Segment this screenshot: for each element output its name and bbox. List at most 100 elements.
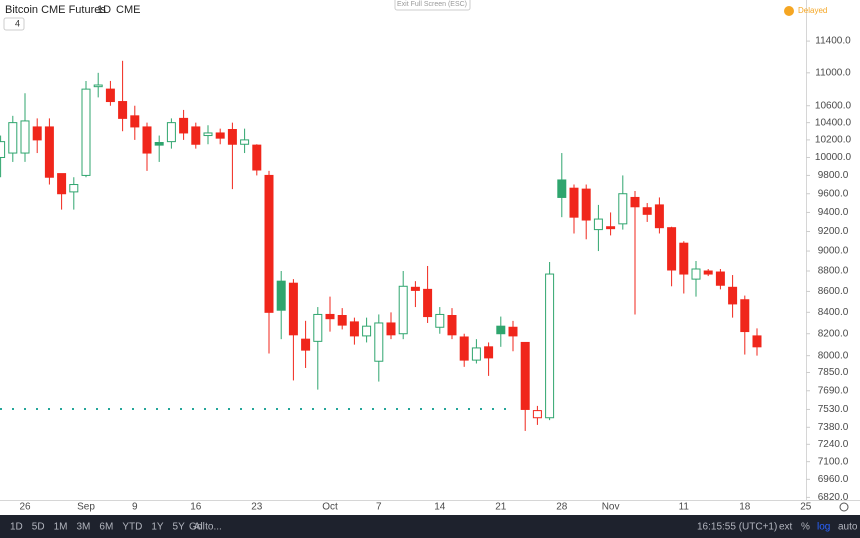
y-tick-label: 8400.0: [818, 307, 849, 318]
candle-body: [654, 204, 664, 229]
candle-body: [435, 313, 445, 328]
candle-body: [545, 273, 555, 419]
candle-body: [0, 141, 6, 158]
x-tick-label: 25: [800, 502, 812, 513]
exit-fullscreen-button[interactable]: [394, 0, 471, 11]
candle-body: [715, 271, 725, 286]
candle-body: [44, 126, 54, 178]
range-button[interactable]: 5Y: [173, 522, 186, 533]
candle-body: [740, 299, 750, 333]
candle-body: [142, 126, 152, 154]
candle-body: [240, 139, 250, 145]
symbol: Bitcoin CME Futures: [5, 4, 106, 16]
x-tick-label: 18: [739, 502, 751, 513]
y-tick-label: 8800.0: [818, 266, 849, 277]
candle-body: [703, 270, 713, 275]
scale-option[interactable]: %: [801, 522, 810, 533]
scale-option[interactable]: log: [817, 522, 830, 533]
range-button[interactable]: 6M: [99, 522, 113, 533]
candle-body: [618, 193, 628, 225]
candle-body: [752, 335, 762, 348]
y-tick-label: 9200.0: [818, 226, 849, 237]
candle-body: [691, 268, 701, 280]
candle-body: [301, 338, 311, 351]
y-tick-label: 11000.0: [815, 67, 851, 78]
settings-icon[interactable]: [839, 502, 849, 512]
range-button[interactable]: 1D: [10, 522, 23, 533]
y-tick-label: 6820.0: [818, 492, 849, 503]
y-tick-label: 9600.0: [818, 188, 849, 199]
candle-body: [593, 218, 603, 231]
x-tick-label: 16: [190, 502, 202, 513]
goto[interactable]: Go to...: [189, 522, 222, 533]
candle-body: [227, 129, 237, 145]
candle-body: [264, 174, 274, 313]
candle-body: [337, 315, 347, 326]
y-tick-label: 8000.0: [818, 350, 849, 361]
candle-body: [276, 280, 286, 311]
candle-body: [423, 288, 433, 318]
x-tick-label: 11: [679, 502, 690, 513]
range-button[interactable]: 5D: [32, 522, 45, 533]
y-tick-label: 7690.0: [818, 385, 849, 396]
candle-body: [215, 132, 225, 139]
range-button[interactable]: 1M: [54, 522, 68, 533]
x-tick-label: 23: [251, 502, 263, 513]
y-tick-label: 9800.0: [818, 170, 849, 181]
candle-body: [93, 84, 103, 88]
candle-body: [667, 227, 677, 271]
range-button[interactable]: All: [194, 522, 205, 533]
indicator-count[interactable]: 4: [15, 18, 20, 28]
candle-body: [386, 322, 396, 336]
candle-body: [105, 88, 115, 103]
range-button[interactable]: 3M: [77, 522, 91, 533]
candle-body: [69, 184, 79, 193]
bottom-toolbar: [0, 515, 860, 538]
candle-body: [398, 285, 408, 335]
candle-body: [252, 144, 262, 171]
y-tick-label: 7100.0: [818, 456, 849, 467]
x-tick-label: Nov: [602, 502, 620, 513]
y-tick-label: 8200.0: [818, 328, 849, 339]
x-tick-label: 9: [132, 502, 138, 513]
candle-body: [508, 326, 518, 337]
y-tick-label: 10600.0: [815, 100, 852, 111]
candle-body: [20, 120, 30, 154]
y-tick-label: 7240.0: [818, 439, 849, 450]
candle-body: [569, 187, 579, 218]
status: Delayed: [798, 6, 827, 15]
y-tick-label: 7380.0: [818, 422, 849, 433]
toolbar-group: Go to... 16:15:55 (UTC+1) 1D 5D 1M 3M 6M YTD 1…: [10, 522, 858, 533]
y-tick-label: 6960.0: [818, 474, 849, 485]
candle-body: [484, 346, 494, 359]
y-tick-label: 7850.0: [818, 367, 849, 378]
x-tick-label: 21: [495, 502, 507, 513]
exchange: CME: [116, 4, 140, 16]
y-tick-label: 10400.0: [815, 117, 852, 128]
candle-body: [447, 315, 457, 336]
candle-body: [57, 173, 67, 195]
candle-body: [581, 188, 591, 221]
scale-option[interactable]: ext: [779, 522, 793, 533]
candle-body: [679, 242, 689, 275]
candle-body: [81, 88, 91, 176]
interval: 1D: [97, 4, 111, 16]
x-tick-label: 28: [556, 502, 568, 513]
range-button[interactable]: YTD: [122, 522, 142, 533]
candle-body: [471, 347, 481, 361]
candle-body: [349, 321, 359, 337]
scale-option[interactable]: auto: [838, 522, 858, 533]
range-button[interactable]: 1Y: [151, 522, 164, 533]
candle-body: [496, 325, 506, 335]
candle-body: [410, 286, 420, 291]
candle-body: [118, 101, 128, 119]
candle-body: [362, 325, 372, 337]
indicator-toggle[interactable]: [3, 17, 25, 31]
candle-body: [557, 179, 567, 198]
candle-body: [8, 122, 18, 154]
exit-fullscreen[interactable]: Exit Full Screen (ESC): [397, 1, 467, 8]
